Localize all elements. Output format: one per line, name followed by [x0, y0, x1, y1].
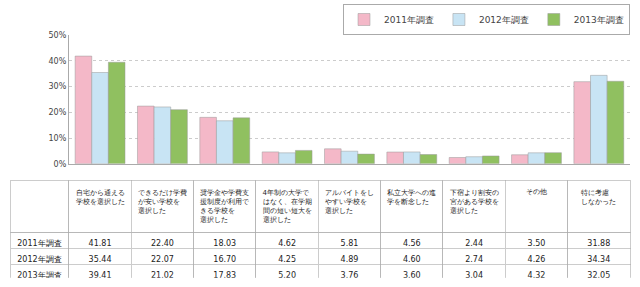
svg-text:4.62: 4.62 — [278, 239, 296, 248]
svg-text:4.32: 4.32 — [528, 271, 546, 278]
svg-text:32.05: 32.05 — [587, 271, 610, 278]
svg-text:その他: その他 — [526, 188, 547, 196]
svg-text:2012年調査: 2012年調査 — [479, 15, 529, 25]
svg-text:39.41: 39.41 — [89, 271, 112, 278]
svg-text:50%: 50% — [49, 31, 67, 40]
svg-text:16.70: 16.70 — [213, 255, 236, 264]
svg-text:3.50: 3.50 — [528, 239, 546, 248]
svg-text:3.04: 3.04 — [465, 271, 483, 278]
svg-text:41.81: 41.81 — [89, 239, 112, 248]
svg-text:特に考慮しなかった: 特に考慮しなかった — [581, 189, 616, 206]
svg-text:35.44: 35.44 — [89, 255, 112, 264]
svg-text:4.89: 4.89 — [341, 255, 359, 264]
svg-text:私立大学への進学を断念した: 私立大学への進学を断念した — [387, 189, 436, 206]
svg-text:0%: 0% — [54, 160, 67, 169]
svg-text:10%: 10% — [49, 134, 67, 143]
svg-text:2013年調査: 2013年調査 — [574, 15, 624, 25]
svg-text:5.81: 5.81 — [341, 239, 359, 248]
svg-text:2011年調査: 2011年調査 — [17, 239, 61, 248]
svg-text:2011年調査: 2011年調査 — [384, 15, 434, 25]
svg-text:4.56: 4.56 — [403, 239, 421, 248]
svg-text:22.40: 22.40 — [151, 239, 174, 248]
svg-text:奨学金や学費支援制度が利用できる学校を選択した: 奨学金や学費支援制度が利用できる学校を選択した — [200, 189, 250, 224]
svg-text:40%: 40% — [49, 57, 67, 66]
svg-text:5.20: 5.20 — [278, 271, 296, 278]
svg-text:30%: 30% — [49, 82, 67, 91]
svg-text:できるだけ学費が安い学校を選択した: できるだけ学費が安い学校を選択した — [138, 189, 187, 215]
svg-text:アルバイトをしやすい学校を選択した: アルバイトをしやすい学校を選択した — [325, 189, 374, 215]
svg-text:下宿より割安の宮がある学校を選択した: 下宿より割安の宮がある学校を選択した — [450, 189, 499, 215]
svg-text:2.44: 2.44 — [465, 239, 483, 248]
svg-text:2013年調査: 2013年調査 — [17, 271, 61, 278]
svg-text:21.02: 21.02 — [151, 271, 174, 278]
svg-text:2012年調査: 2012年調査 — [17, 255, 61, 264]
svg-text:17.83: 17.83 — [213, 271, 236, 278]
svg-text:4.26: 4.26 — [528, 255, 546, 264]
svg-text:31.88: 31.88 — [587, 239, 610, 248]
svg-text:4.25: 4.25 — [278, 255, 296, 264]
svg-text:4.60: 4.60 — [403, 255, 421, 264]
svg-text:3.60: 3.60 — [403, 271, 421, 278]
svg-text:3.76: 3.76 — [341, 271, 359, 278]
svg-text:自宅から通える学校を選択した: 自宅から通える学校を選択した — [76, 189, 125, 206]
svg-text:22.07: 22.07 — [151, 255, 174, 264]
svg-text:20%: 20% — [49, 108, 67, 117]
svg-text:2.74: 2.74 — [465, 255, 483, 264]
svg-text:4年制の大学ではなく、在学期間の短い短大を選択した: 4年制の大学ではなく、在学期間の短い短大を選択した — [263, 189, 312, 224]
svg-text:34.34: 34.34 — [587, 255, 610, 264]
svg-text:18.03: 18.03 — [213, 239, 236, 248]
